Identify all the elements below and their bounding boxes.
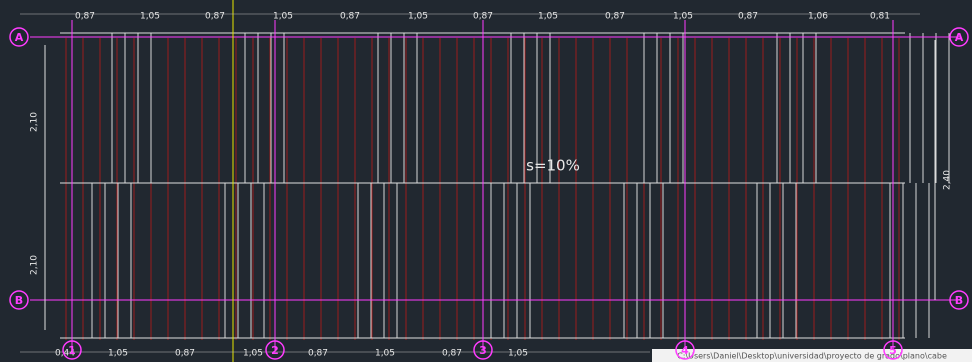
- bottom-dimension: 0,87: [442, 349, 462, 359]
- right-dimension: 2,40: [943, 170, 953, 190]
- cad-drawing: s=10% C:\Users\Daniel\Desktop\universida…: [0, 0, 972, 362]
- top-dimension: 1,06: [808, 12, 828, 22]
- top-dimension: 1,05: [408, 12, 428, 22]
- bubble-label: B: [955, 294, 963, 307]
- bottom-dimension: 0,87: [175, 349, 195, 359]
- bubble-label: 1: [68, 344, 76, 357]
- top-dimension: 0,87: [738, 12, 758, 22]
- left-dimension: 2,10: [30, 255, 40, 275]
- top-dimension: 1,05: [140, 12, 160, 22]
- top-dimension: 1,05: [273, 12, 293, 22]
- bottom-dimension: 1,05: [375, 349, 395, 359]
- bubble-label: B: [15, 294, 23, 307]
- bottom-dimension: 0,87: [308, 349, 328, 359]
- model-space: [0, 0, 972, 362]
- top-dimension: 0,87: [473, 12, 493, 22]
- top-dimension: 0,81: [870, 12, 890, 22]
- bottom-dimension: 1,05: [243, 349, 263, 359]
- bubble-label: A: [15, 31, 24, 44]
- file-path: C:\Users\Daniel\Desktop\universidad\proy…: [677, 352, 947, 361]
- top-dimension: 1,05: [673, 12, 693, 22]
- slope-label: s=10%: [526, 157, 580, 175]
- top-dimension: 0,87: [340, 12, 360, 22]
- top-dimension: 0,87: [205, 12, 225, 22]
- top-dimension: 0,87: [605, 12, 625, 22]
- bottom-dimension: 1,05: [108, 349, 128, 359]
- bubble-label: A: [955, 31, 964, 44]
- bubble-label: 3: [479, 344, 487, 357]
- bubble-label: 4: [681, 344, 689, 357]
- top-dimension: 0,87: [75, 12, 95, 22]
- bubble-label: 2: [271, 344, 279, 357]
- top-dimension: 1,05: [538, 12, 558, 22]
- bottom-dimension: 1,05: [508, 349, 528, 359]
- bubble-label: 5: [889, 344, 897, 357]
- left-dimension: 2,10: [30, 112, 40, 132]
